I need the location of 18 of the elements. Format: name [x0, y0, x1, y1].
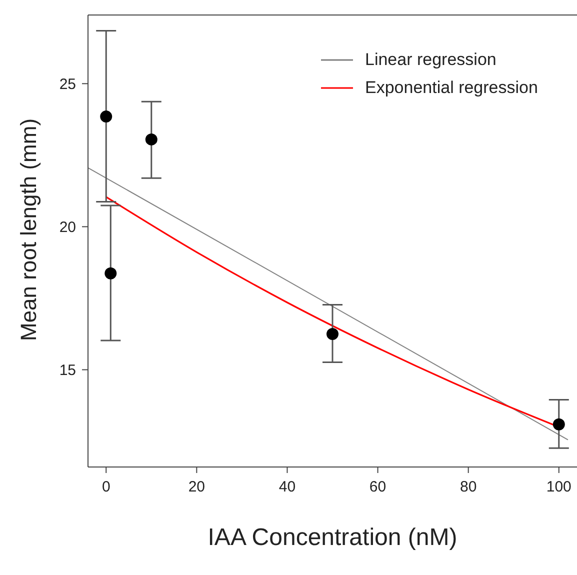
y-tick-label: 20 — [59, 219, 76, 236]
point — [100, 110, 112, 123]
x-tick-label: 40 — [278, 478, 296, 496]
x-tick-label: 100 — [546, 478, 572, 496]
y-tick-label: 15 — [59, 362, 76, 380]
x-axis-title: IAA Concentration (nM) — [208, 524, 458, 551]
point — [145, 133, 158, 146]
y-axis-title: Mean root length (mm) — [16, 118, 41, 341]
x-tick-label: 20 — [188, 478, 206, 496]
y-tick-label: 25 — [59, 76, 76, 93]
point — [552, 418, 565, 430]
x-tick-label: 60 — [369, 478, 386, 496]
point — [104, 267, 117, 280]
legend-label: Exponential regression — [365, 77, 538, 99]
x-tick-label: 80 — [460, 478, 477, 496]
x-tick-label: 0 — [102, 478, 110, 496]
point — [326, 328, 338, 340]
legend-label: Linear regression — [365, 49, 496, 71]
